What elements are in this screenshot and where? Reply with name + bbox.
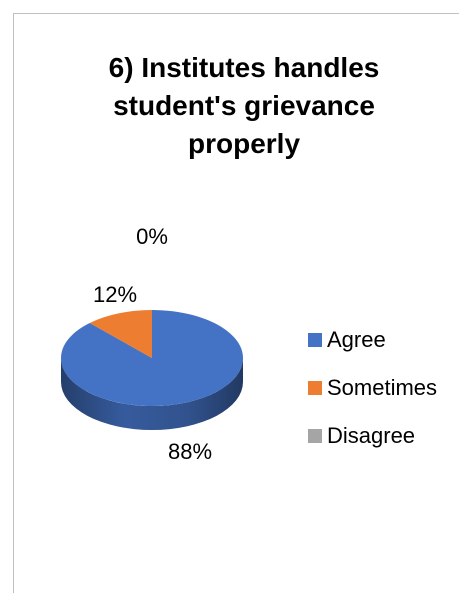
chart-title: 6) Institutes handles student's grievanc…: [44, 49, 444, 163]
legend-item-disagree: Disagree: [308, 412, 437, 460]
pie-layer: [60, 310, 243, 430]
chart-legend: Agree Sometimes Disagree: [308, 316, 437, 460]
chart-title-line-3: properly: [187, 128, 301, 159]
legend-swatch-sometimes: [308, 381, 322, 395]
data-label-disagree: 0%: [136, 224, 168, 249]
data-label-sometimes: 12%: [93, 282, 137, 307]
legend-swatch-agree: [308, 333, 322, 347]
legend-swatch-disagree: [308, 429, 322, 443]
chart-title-line-2: student's grievance: [113, 90, 375, 121]
legend-label-disagree: Disagree: [327, 423, 416, 448]
legend-label-agree: Agree: [327, 327, 386, 352]
pie-side-agree: [61, 358, 243, 430]
pie-slice-agree: [60, 310, 243, 407]
legend-item-sometimes: Sometimes: [308, 364, 437, 412]
data-label-layer: 88% 12% 0%: [93, 224, 212, 464]
legend-label-sometimes: Sometimes: [327, 375, 438, 400]
data-label-agree: 88%: [168, 439, 212, 464]
chart-title-line-1: 6) Institutes handles: [108, 52, 380, 83]
legend-item-agree: Agree: [308, 316, 437, 364]
pie-slice-sometimes: [89, 310, 152, 358]
chart-frame: 6) Institutes handles student's grievanc…: [13, 13, 459, 593]
